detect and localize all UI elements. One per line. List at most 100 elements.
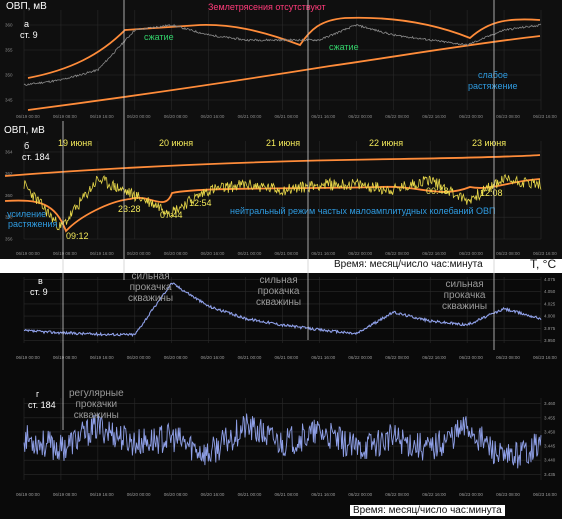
x-tick-label: 06/21 00:00 — [238, 251, 262, 256]
y-tick-label: 4.025 — [544, 301, 556, 306]
x-tick-label: 06/22 16:00 — [422, 251, 446, 256]
y-tick-label: 4.050 — [544, 289, 556, 294]
extension-label-2: растяжения — [8, 219, 58, 229]
extension-label-1: усиление — [7, 209, 47, 219]
pump-label-3: сильная прокачка скважины — [442, 279, 487, 312]
x-tick-label: 06/23 08:00 — [496, 492, 520, 497]
pump-1-line-3: скважины — [128, 293, 174, 304]
y-tick-label: 364 — [5, 149, 13, 154]
x-tick-label: 06/19 16:00 — [90, 355, 114, 360]
x-tick-label: 06/20 08:00 — [164, 251, 188, 256]
y-tick-label: 358 — [5, 215, 13, 220]
x-tick-label: 06/23 16:00 — [533, 355, 557, 360]
regular-line-1: регулярные — [69, 388, 124, 399]
x-tick-label: 06/21 00:00 — [238, 114, 262, 119]
chart-a-yticks: 360 355 350 345 — [5, 23, 13, 103]
x-tick-label: 06/19 08:00 — [53, 492, 77, 497]
chart-c-id: в — [38, 276, 43, 286]
y-tick-label: 360 — [5, 23, 13, 28]
chart-a-station: ст. 9 — [20, 30, 38, 40]
pump-2-line-2: прокачка — [257, 286, 300, 297]
y-tick-label: 3.455 — [544, 415, 556, 420]
chart-a-ylabel: ОВП, мВ — [6, 1, 47, 12]
x-tick-label: 06/23 16:00 — [533, 251, 557, 256]
panel-b: 364 362 360 358 356 06/19 00:00 06/19 08:00 06… — [0, 121, 562, 259]
y-tick-label: 3.445 — [544, 444, 556, 449]
time-axis-label: Время: месяц/число час:минута — [334, 259, 483, 270]
chart-a-xticks: 06/19 00:00 06/19 08:00 06/19 16:00 06/20 0… — [16, 114, 557, 119]
chart-a-trend-lines — [27, 16, 541, 111]
compression-label-1: сжатие — [144, 32, 174, 42]
x-tick-label: 06/23 16:00 — [533, 492, 557, 497]
x-tick-label: 06/19 00:00 — [16, 251, 40, 256]
quake-note: Землетрясения отсутствуют — [208, 2, 326, 12]
panel-a: 360 355 350 345 06/19 00:00 06/19 08:00 06/19… — [0, 0, 562, 121]
chart-b-ylabel: ОВП, мВ — [4, 125, 45, 136]
chart-b-marks — [23, 173, 542, 231]
chart-d-id: г — [36, 389, 40, 399]
pump-3-line-2: прокачка — [443, 290, 486, 301]
day-label-2: 20 июня — [159, 138, 194, 148]
y-tick-label: 3.950 — [544, 338, 556, 343]
time-label-0912: 09:12 — [66, 231, 89, 241]
chart-b-station: ст. 184 — [22, 152, 50, 162]
time-label-2328: 23:28 — [118, 204, 141, 214]
y-tick-label: 350 — [5, 73, 13, 78]
time-axis-label-bottom: Время: месяц/число час:минута — [350, 505, 505, 516]
series-line — [23, 282, 542, 338]
x-tick-label: 06/21 08:00 — [275, 355, 299, 360]
x-tick-label: 06/23 00:00 — [459, 251, 483, 256]
x-tick-label: 06/23 08:00 — [496, 355, 520, 360]
chart-d-yticks: 3.460 3.455 3.450 3.445 3.440 3.435 — [544, 401, 556, 477]
regular-line-2: прокачки — [75, 399, 118, 410]
series-line — [23, 23, 542, 86]
trend-upper — [4, 154, 541, 177]
x-tick-label: 06/20 16:00 — [201, 492, 225, 497]
temperature-unit-label: T, °C — [530, 257, 557, 271]
x-tick-label: 06/21 08:00 — [275, 251, 299, 256]
y-tick-label: 3.435 — [544, 472, 556, 477]
chart-b-yticks: 364 362 360 358 356 — [5, 149, 13, 241]
y-tick-label: 360 — [5, 193, 13, 198]
chart-c-yticks: 4.075 4.050 4.025 4.000 3.975 3.950 — [544, 277, 556, 343]
x-tick-label: 06/23 16:00 — [533, 114, 557, 119]
y-tick-label: 355 — [5, 48, 13, 53]
chart-a-marks — [23, 23, 542, 86]
chart-d-marks — [23, 413, 542, 469]
regular-line-3: скважины — [73, 410, 119, 421]
y-tick-label: 3.975 — [544, 326, 556, 331]
trend-lower — [4, 178, 541, 233]
x-tick-label: 06/22 00:00 — [348, 492, 372, 497]
x-tick-label: 06/19 08:00 — [53, 251, 77, 256]
y-tick-label: 3.440 — [544, 458, 556, 463]
chart-c-grid — [23, 277, 542, 343]
chart-c-marks — [23, 282, 542, 338]
time-axis-bar: Время: месяц/число час:минута T, °C — [0, 257, 562, 273]
chart-b-grid — [23, 141, 542, 240]
x-tick-label: 06/20 08:00 — [164, 355, 188, 360]
x-tick-label: 06/20 16:00 — [201, 251, 225, 256]
x-tick-label: 06/21 08:00 — [275, 492, 299, 497]
x-tick-label: 06/22 08:00 — [385, 492, 409, 497]
chart-b-trend-lines — [4, 154, 541, 233]
x-tick-label: 06/21 00:00 — [238, 355, 262, 360]
x-tick-label: 06/20 00:00 — [127, 251, 151, 256]
weak-extension-label-2: растяжение — [468, 81, 518, 91]
pump-label-2: сильная прокачка скважины — [256, 275, 301, 308]
pump-2-line-3: скважины — [256, 297, 302, 308]
chart-a-grid — [23, 10, 542, 110]
trend-upper — [27, 16, 541, 79]
regular-pumping-label: регулярные прокачки скважины — [69, 388, 124, 421]
day-label-5: 23 июня — [472, 138, 507, 148]
x-tick-label: 06/21 16:00 — [311, 355, 335, 360]
x-tick-label: 06/20 08:00 — [164, 492, 188, 497]
pump-1-line-2: прокачка — [129, 282, 172, 293]
x-tick-label: 06/19 08:00 — [53, 355, 77, 360]
neutral-mode-label: нейтральный режим частых малоамплитудных… — [230, 206, 496, 216]
time-label-1254: 12:54 — [189, 198, 212, 208]
x-tick-label: 06/19 00:00 — [16, 114, 40, 119]
series-line — [23, 413, 542, 469]
x-tick-label: 06/20 00:00 — [127, 492, 151, 497]
chart-c-station: ст. 9 — [30, 287, 48, 297]
